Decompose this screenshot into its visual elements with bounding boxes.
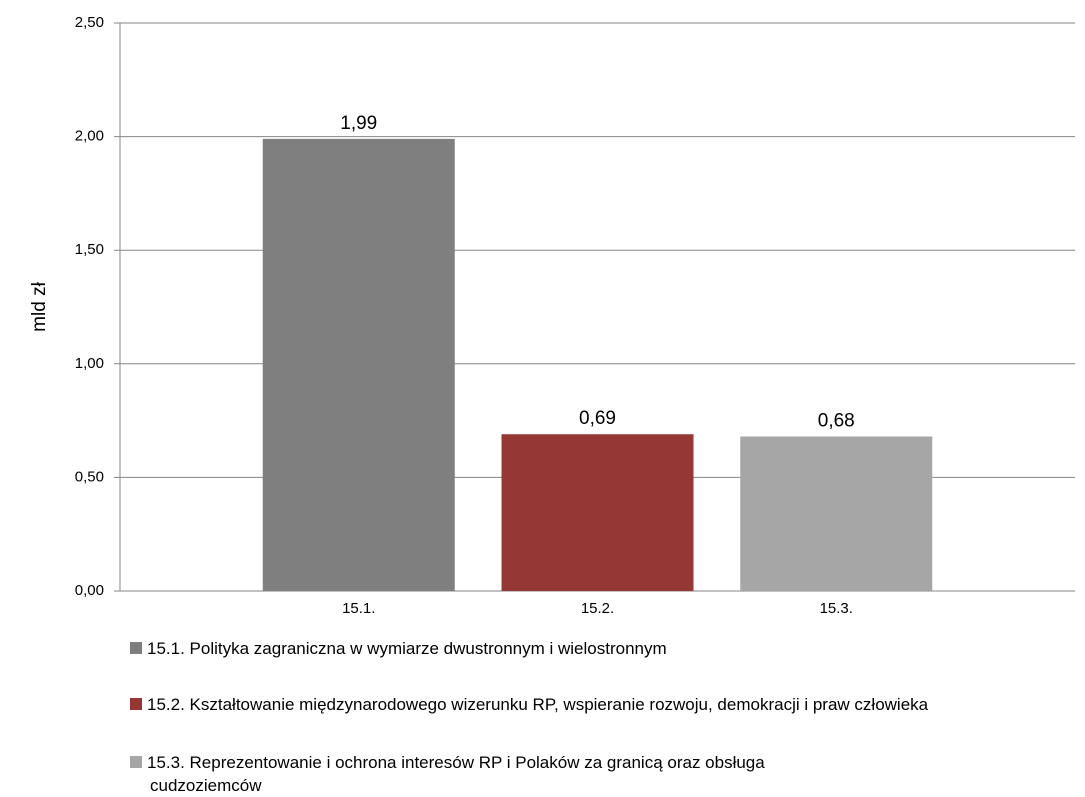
bar <box>740 436 933 591</box>
legend-swatch <box>130 698 142 710</box>
x-tick-label: 15.2. <box>581 600 614 617</box>
y-tick-label: 1,50 <box>75 241 104 258</box>
legend-label: 15.2. Kształtowanie międzynarodowego wiz… <box>147 695 929 714</box>
y-tick-label: 1,00 <box>75 355 104 372</box>
x-tick-label: 15.1. <box>342 600 375 617</box>
value-label: 0,68 <box>818 411 855 432</box>
legend-swatch <box>130 756 142 768</box>
legend-item: 15.2. Kształtowanie międzynarodowego wiz… <box>130 693 1085 716</box>
bar <box>501 434 694 591</box>
y-tick-label: 2,00 <box>75 128 104 145</box>
legend-label: 15.1. Polityka zagraniczna w wymiarze dw… <box>147 639 667 658</box>
legend-item: 15.1. Polityka zagraniczna w wymiarze dw… <box>130 637 1085 660</box>
legend-item: 15.3. Reprezentowanie i ochrona interesó… <box>130 751 830 797</box>
legend-label: 15.3. Reprezentowanie i ochrona interesó… <box>147 753 765 795</box>
bar <box>262 138 455 591</box>
legend-swatch <box>130 642 142 654</box>
value-label: 0,69 <box>579 408 616 429</box>
y-tick-label: 2,50 <box>75 14 104 31</box>
y-axis-label: mld zł <box>29 281 50 331</box>
y-tick-label: 0,00 <box>75 582 104 599</box>
y-tick-label: 0,50 <box>75 468 104 485</box>
value-label: 1,99 <box>340 113 377 134</box>
x-tick-label: 15.3. <box>820 600 853 617</box>
